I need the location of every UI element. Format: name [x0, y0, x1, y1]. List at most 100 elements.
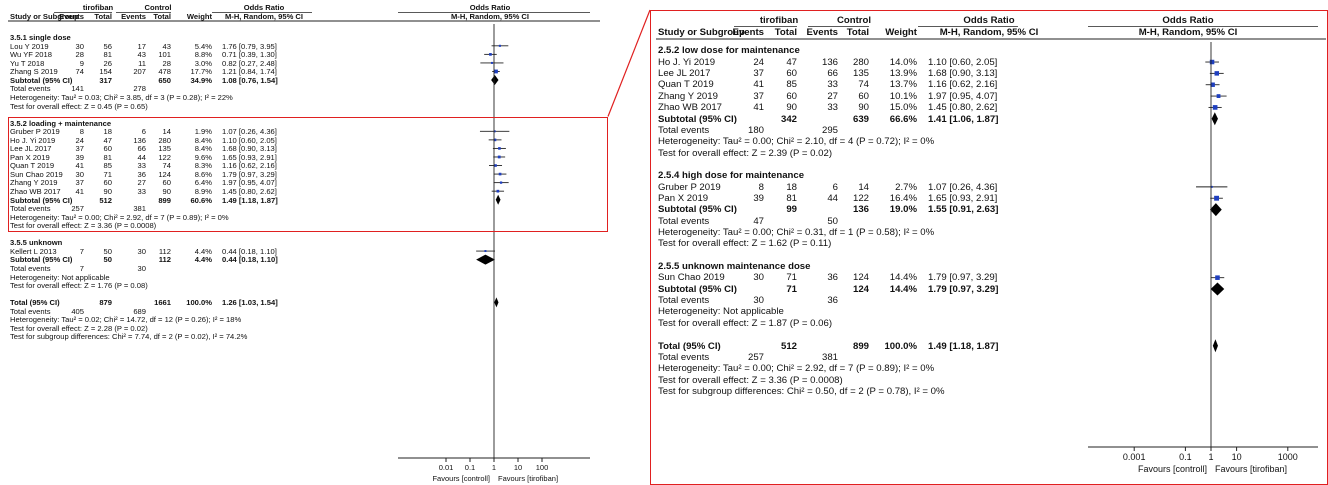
header-weight: Weight — [186, 12, 212, 22]
total-control: 122 — [852, 192, 869, 204]
subtotal-total-tirofiban: 512 — [99, 195, 112, 205]
subtotal-weight: 60.6% — [190, 195, 212, 205]
study-name: Lee JL 2017 — [658, 68, 711, 80]
total-tirofiban: 85 — [103, 161, 112, 171]
total-events-control: 689 — [133, 306, 146, 316]
statistics-note: Test for overall effect: Z = 0.45 (P = 0… — [10, 101, 148, 111]
subgroup-heading: 3.5.2 loading + maintenance — [10, 118, 112, 128]
statistics-note: Heterogeneity: Tau² = 0.00; Chi² = 2.10,… — [658, 136, 935, 148]
x-tick-label: 1 — [491, 463, 497, 472]
subtotal-weight: 19.0% — [889, 204, 917, 216]
study-odds-ratio-ci: 1.68 [0.90, 3.13] — [928, 68, 998, 80]
events-tirofiban: 41 — [75, 187, 84, 197]
events-tirofiban: 41 — [753, 79, 764, 91]
total-tirofiban: 154 — [99, 67, 112, 77]
subtotal-odds-ratio-ci: 1.41 [1.06, 1.87] — [928, 113, 999, 125]
header-group-control: Control — [144, 3, 172, 13]
total-control: 280 — [852, 56, 869, 68]
header-total-control: Total — [846, 27, 869, 39]
events-tirofiban: 39 — [75, 152, 84, 162]
events-control: 66 — [137, 144, 146, 154]
study-odds-ratio-ci: 1.10 [0.60, 2.05] — [222, 135, 277, 145]
study-point-marker — [496, 189, 500, 193]
subtotal-total-control: 112 — [158, 255, 171, 265]
subtotal-total-control: 639 — [852, 113, 869, 125]
total-tirofiban: 47 — [103, 135, 112, 145]
total-events-label: Total events — [658, 351, 710, 363]
header-events-tirofiban: Events — [732, 27, 764, 39]
subtotal-odds-ratio-ci: 1.49 [1.18, 1.87] — [222, 195, 278, 205]
total-control: 122 — [158, 152, 171, 162]
total-events-tirofiban: 405 — [71, 306, 84, 316]
study-name: Zhao WB 2017 — [10, 187, 61, 197]
header-total-control: Total — [153, 12, 171, 22]
favours-tirofiban-label: Favours [tirofiban] — [1215, 464, 1288, 474]
total-tirofiban: 81 — [103, 152, 112, 162]
study-name: Wu YF 2018 — [10, 50, 52, 60]
favours-tirofiban-label: Favours [tirofiban] — [498, 473, 559, 483]
total-events-control: 381 — [821, 351, 838, 363]
header-or-method: M-H, Random, 95% CI — [939, 27, 1039, 39]
events-tirofiban: 30 — [753, 272, 764, 284]
study-name: Sun Chao 2019 — [658, 272, 725, 284]
total-label: Total (95% CI) — [658, 340, 721, 352]
total-control: 14 — [858, 181, 869, 193]
subtotal-diamond — [476, 254, 495, 265]
total-events-control: 278 — [133, 84, 146, 94]
header-events-control: Events — [121, 12, 146, 22]
total-tirofiban: 47 — [786, 56, 797, 68]
study-point-marker — [499, 181, 503, 184]
total-tirofiban: 71 — [786, 272, 797, 284]
total-label: Total (95% CI) — [10, 298, 60, 308]
statistics-note: Test for overall effect: Z = 1.76 (P = 0… — [10, 281, 148, 291]
study-weight: 2.7% — [895, 181, 917, 193]
events-control: 33 — [827, 102, 838, 114]
study-name: Ho J. Yi 2019 — [658, 56, 716, 68]
statistics-note: Test for subgroup differences: Chi² = 0.… — [658, 385, 945, 397]
subtotal-diamond — [1209, 203, 1222, 217]
study-odds-ratio-ci: 1.10 [0.60, 2.05] — [928, 56, 998, 68]
study-point-marker — [1216, 94, 1221, 98]
events-tirofiban: 30 — [75, 169, 84, 179]
study-name: Zhao WB 2017 — [658, 102, 722, 114]
study-point-marker — [498, 172, 502, 176]
study-point-marker — [498, 147, 501, 150]
subtotal-label: Subtotal (95% CI) — [658, 204, 737, 216]
events-tirofiban: 9 — [79, 58, 84, 68]
study-point-marker — [490, 61, 493, 64]
total-tirofiban: 56 — [103, 41, 112, 51]
total-events-control: 381 — [133, 204, 146, 214]
events-control: 33 — [827, 79, 838, 91]
subgroup-heading: 3.5.1 single dose — [10, 33, 71, 43]
study-name: Ho J. Yi 2019 — [10, 135, 56, 145]
header-plot-odds-ratio: Odds Ratio — [469, 3, 511, 13]
total-tirofiban: 81 — [786, 192, 797, 204]
header-study-column: Study or Subgroup — [10, 12, 79, 22]
total-tirofiban: 60 — [786, 68, 797, 80]
statistics-note: Heterogeneity: Not applicable — [10, 272, 110, 282]
total-tirofiban: 85 — [786, 79, 797, 91]
events-control: 33 — [137, 161, 146, 171]
highlight-box — [8, 116, 608, 232]
study-name: Quan T 2019 — [658, 79, 714, 91]
total-tirofiban: 18 — [103, 127, 112, 137]
subtotal-total-tirofiban: 317 — [99, 75, 112, 85]
total-control: 74 — [162, 161, 171, 171]
events-control: 66 — [827, 68, 838, 80]
header-plot-method: M-H, Random, 95% CI — [1138, 27, 1238, 39]
study-name: Gruber P 2019 — [658, 181, 721, 193]
study-weight: 9.6% — [194, 152, 212, 162]
events-control: 44 — [137, 152, 146, 162]
events-tirofiban: 8 — [758, 181, 764, 193]
subtotal-total-control: 124 — [852, 283, 869, 295]
total-control: 135 — [852, 68, 869, 80]
header-events-tirofiban: Events — [59, 12, 84, 22]
subtotal-diamond — [1211, 112, 1218, 126]
x-tick-label: 100 — [535, 463, 549, 472]
study-odds-ratio-ci: 1.21 [0.84, 1.74] — [222, 67, 277, 77]
statistics-note: Heterogeneity: Tau² = 0.00; Chi² = 2.92,… — [10, 212, 229, 222]
study-odds-ratio-ci: 1.65 [0.93, 2.91] — [222, 152, 277, 162]
study-odds-ratio-ci: 0.44 [0.18, 1.10] — [222, 246, 277, 256]
study-weight: 17.7% — [190, 67, 212, 77]
header-or-method: M-H, Random, 95% CI — [224, 12, 304, 22]
